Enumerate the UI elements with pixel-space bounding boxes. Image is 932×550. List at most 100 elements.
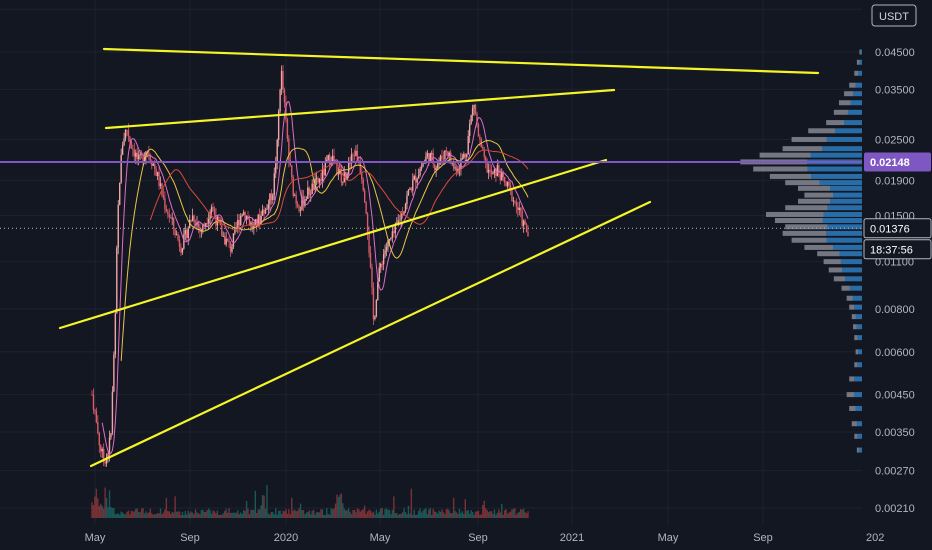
- price-tick-label: 0.00350: [875, 427, 915, 439]
- candle-body: [209, 212, 211, 219]
- volume-bar: [232, 512, 235, 518]
- time-tick-label: Sep: [753, 532, 773, 544]
- candle-body: [291, 165, 293, 178]
- candle-body: [400, 213, 402, 221]
- volume-bar: [384, 508, 386, 518]
- volume-profile-down: [859, 49, 861, 55]
- volume-profile-up: [854, 392, 862, 398]
- candle-body: [326, 159, 328, 162]
- candle-body: [436, 164, 439, 168]
- volume-bar: [120, 511, 122, 518]
- candle-body: [152, 163, 154, 166]
- volume-bar: [126, 511, 128, 518]
- candle-body: [308, 187, 310, 195]
- volume-profile-down: [826, 120, 845, 126]
- candle-body: [187, 228, 189, 238]
- volume-bar: [474, 511, 477, 518]
- candle-body: [454, 167, 456, 169]
- volume-bar: [444, 513, 446, 518]
- volume-bar: [483, 500, 485, 518]
- volume-bar: [205, 511, 207, 518]
- candle-body: [202, 224, 204, 231]
- volume-bar: [448, 510, 450, 518]
- candle-body: [381, 264, 383, 265]
- volume-bar: [226, 512, 229, 518]
- candle-body: [501, 171, 503, 181]
- trendline-upper-channel[interactable]: [104, 88, 616, 130]
- volume-profile-down: [804, 192, 834, 198]
- candle-body: [521, 210, 523, 226]
- candle-body: [455, 167, 458, 173]
- volume-bar: [296, 510, 299, 518]
- candle-body: [126, 129, 128, 131]
- volume-bar: [178, 511, 181, 518]
- volume-profile-down: [846, 295, 853, 301]
- currency-badge[interactable]: USDT: [871, 4, 917, 27]
- volume-profile-up: [822, 218, 862, 224]
- candle-body: [369, 253, 372, 268]
- candle-body: [378, 267, 380, 282]
- volume-bar: [113, 508, 115, 518]
- time-axis[interactable]: [0, 525, 932, 550]
- volume-bar: [508, 512, 510, 518]
- candle-body: [210, 207, 213, 213]
- candle-body: [447, 151, 449, 156]
- trendline-wedge-support[interactable]: [58, 158, 608, 330]
- candle-body: [359, 162, 362, 173]
- trendlines[interactable]: [58, 47, 820, 468]
- volume-profile-down: [759, 152, 811, 158]
- candle-body: [305, 198, 308, 200]
- trendline-top[interactable]: [102, 47, 820, 75]
- volume-bar: [149, 508, 152, 518]
- candle-body: [473, 104, 475, 109]
- volume-bar: [292, 510, 294, 518]
- candle-body: [505, 182, 507, 187]
- candle-body: [226, 238, 229, 241]
- volume-bar: [396, 512, 398, 518]
- volume-bar: [323, 514, 325, 518]
- volume-profile-up: [811, 173, 862, 179]
- volume-bar: [110, 507, 112, 518]
- volume-bar: [312, 509, 315, 518]
- volume-bar: [442, 512, 445, 518]
- volume-bar: [522, 508, 525, 518]
- candle-body: [477, 124, 480, 137]
- volume-bar: [235, 512, 238, 518]
- candle-body: [91, 394, 93, 396]
- volume-bar: [244, 510, 246, 518]
- candle-body: [113, 354, 115, 392]
- trendline-long-support[interactable]: [89, 200, 652, 468]
- volume-bar: [359, 511, 362, 518]
- volume-bar: [194, 509, 197, 518]
- volume-bar: [257, 509, 259, 518]
- volume-profile-up: [840, 259, 862, 265]
- candle-body: [356, 150, 359, 161]
- volume-bar: [116, 513, 118, 518]
- candle-body: [466, 154, 468, 158]
- candle-body: [419, 168, 421, 176]
- candle-body: [232, 233, 235, 247]
- volume-bar: [301, 510, 303, 518]
- candle-body: [156, 171, 159, 176]
- volume-bar: [506, 513, 509, 518]
- price-axis[interactable]: [862, 0, 932, 525]
- candle-body: [499, 174, 501, 181]
- volume-profile-down: [851, 314, 856, 320]
- volume-profile-down: [851, 421, 857, 427]
- candle-body: [404, 204, 407, 212]
- volume-bar: [428, 509, 430, 518]
- volume-bar: [137, 511, 140, 518]
- time-tick-label: May: [85, 532, 106, 544]
- volume-bar: [375, 509, 378, 518]
- candle-body: [292, 177, 294, 196]
- volume-bar: [140, 508, 143, 518]
- volume-bar: [203, 511, 205, 518]
- candle-body: [450, 152, 452, 164]
- volume-bar: [155, 514, 157, 518]
- price-tick-label: 0.04500: [875, 47, 915, 59]
- volume-bar: [514, 508, 516, 518]
- volume-bar: [350, 513, 353, 518]
- volume-bar: [515, 514, 518, 518]
- volume-profile-down: [853, 324, 857, 330]
